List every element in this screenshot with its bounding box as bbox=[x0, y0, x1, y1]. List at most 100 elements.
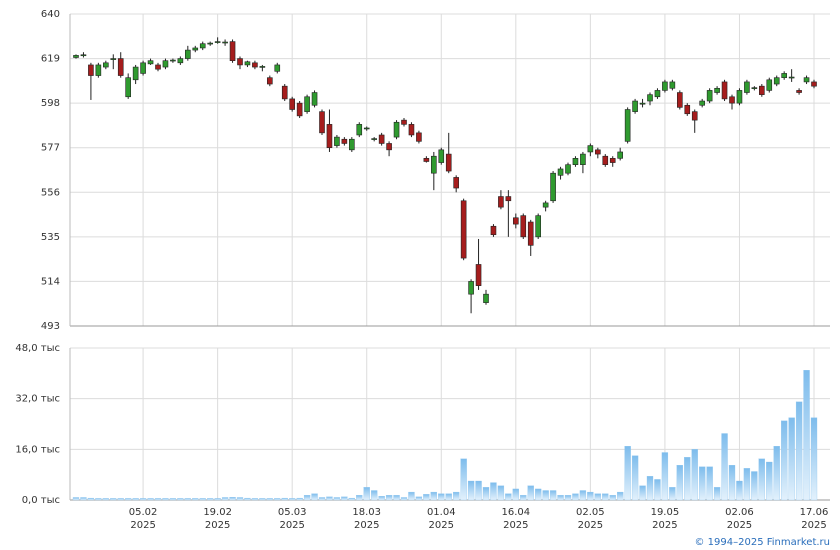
candle-body bbox=[177, 58, 184, 64]
volume-bar bbox=[676, 465, 683, 501]
volume-bar bbox=[326, 496, 333, 501]
volume-bar bbox=[691, 449, 698, 501]
volume-bar bbox=[721, 433, 728, 501]
volume-bar bbox=[415, 496, 423, 501]
candle-body bbox=[431, 155, 437, 174]
y-tick-label: 598 bbox=[41, 98, 60, 109]
candle-body bbox=[595, 149, 601, 155]
candle-body bbox=[132, 66, 139, 81]
volume-bar bbox=[229, 496, 236, 501]
volume-bar bbox=[341, 496, 348, 501]
volume-bar bbox=[795, 401, 803, 501]
candle-body bbox=[721, 81, 728, 100]
y-tick-label: 640 bbox=[41, 9, 60, 20]
volume-bar bbox=[102, 498, 109, 501]
candle-body bbox=[677, 92, 683, 108]
volume-bar bbox=[661, 452, 669, 501]
candle-body bbox=[662, 81, 668, 91]
candle-body bbox=[751, 87, 758, 89]
volume-tick-label: 48,0 тыс bbox=[15, 343, 60, 354]
x-tick-label: 17.06 bbox=[800, 507, 829, 518]
candle-body bbox=[88, 64, 94, 76]
candle-body bbox=[513, 217, 519, 225]
volume-bar bbox=[378, 496, 385, 501]
volume-bar bbox=[408, 491, 415, 501]
candle-body bbox=[759, 85, 765, 95]
candle-body bbox=[192, 47, 199, 51]
volume-bar bbox=[497, 485, 505, 501]
volume-bar bbox=[758, 458, 765, 501]
candle-body bbox=[334, 136, 340, 146]
candle-body bbox=[773, 77, 780, 85]
candle-body bbox=[744, 81, 750, 93]
candle-body bbox=[73, 55, 79, 58]
x-tick-label: 05.03 bbox=[278, 507, 307, 518]
candle-body bbox=[535, 215, 541, 238]
volume-bar bbox=[490, 482, 497, 501]
volume-bar bbox=[371, 490, 378, 501]
candle-body bbox=[550, 172, 556, 202]
volume-bar bbox=[125, 498, 132, 501]
candle-body bbox=[796, 90, 802, 93]
candle-body bbox=[244, 61, 251, 66]
volume-bar bbox=[654, 479, 661, 501]
volume-tick-label: 0,0 тыс bbox=[22, 495, 60, 506]
volume-bar bbox=[221, 497, 229, 501]
volume-bar bbox=[594, 493, 601, 501]
candle-body bbox=[587, 145, 594, 153]
volume-bar bbox=[713, 487, 721, 501]
candle-body bbox=[580, 153, 586, 165]
volume-bar bbox=[251, 498, 259, 501]
candle-body bbox=[296, 102, 303, 117]
candle-body bbox=[274, 64, 281, 72]
candle-body bbox=[714, 87, 720, 93]
volume-bar bbox=[87, 497, 95, 501]
candle-body bbox=[237, 58, 243, 66]
candle-body bbox=[80, 54, 87, 57]
candle-body bbox=[684, 104, 691, 115]
x-tick-label: 05.02 bbox=[129, 507, 158, 518]
candle-body bbox=[199, 43, 206, 49]
candle-body bbox=[117, 58, 124, 76]
candle-body bbox=[572, 158, 579, 165]
volume-bar bbox=[743, 468, 751, 501]
x-tick-label: 2025 bbox=[130, 520, 155, 531]
candle-body bbox=[147, 60, 154, 65]
volume-bar bbox=[192, 498, 199, 501]
candle-body bbox=[811, 81, 817, 87]
volume-bar bbox=[259, 498, 266, 501]
candle-body bbox=[632, 100, 638, 112]
volume-bar bbox=[162, 498, 169, 501]
volume-bar bbox=[72, 497, 80, 501]
volume-bar bbox=[95, 498, 102, 501]
volume-bar bbox=[557, 495, 564, 501]
candle-body bbox=[386, 143, 392, 151]
volume-bar bbox=[460, 458, 467, 501]
candle-body bbox=[706, 90, 713, 102]
volume-bar bbox=[363, 487, 370, 501]
volume-bar bbox=[110, 498, 117, 501]
volume-bar bbox=[296, 497, 303, 501]
volume-bar bbox=[572, 493, 579, 501]
candle-body bbox=[468, 281, 474, 295]
x-tick-label: 02.06 bbox=[725, 507, 754, 518]
candle-body bbox=[520, 215, 527, 238]
volume-bar bbox=[453, 491, 460, 501]
candle-body bbox=[289, 98, 295, 110]
candle-body bbox=[460, 200, 467, 259]
x-tick-label: 2025 bbox=[578, 520, 603, 531]
candle-body bbox=[483, 293, 489, 303]
candle-body bbox=[267, 77, 273, 85]
x-tick-label: 2025 bbox=[727, 520, 752, 531]
volume-bar bbox=[810, 417, 818, 501]
volume-bar bbox=[311, 493, 318, 501]
candle-body bbox=[453, 177, 459, 189]
x-tick-label: 16.04 bbox=[501, 507, 530, 518]
volume-bar bbox=[281, 497, 288, 501]
volume-bar bbox=[669, 487, 676, 501]
volume-tick-label: 32,0 тыс bbox=[15, 394, 60, 405]
candle-body bbox=[341, 138, 348, 144]
volume-bar bbox=[117, 498, 124, 501]
volume-bar bbox=[169, 498, 177, 501]
candle-body bbox=[125, 77, 131, 98]
